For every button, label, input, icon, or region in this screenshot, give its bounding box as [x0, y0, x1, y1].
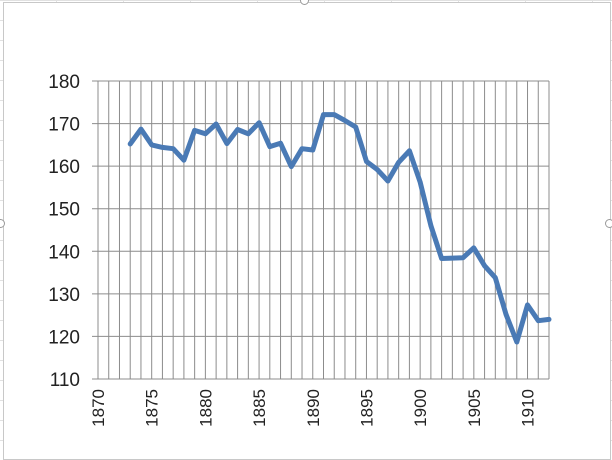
y-tick-label: 140 [48, 242, 80, 263]
y-axis-tick-labels: 110 120 130 140 150 160 170 180 [48, 72, 80, 391]
y-tick-label: 180 [48, 72, 80, 93]
x-tick-label: 1885 [250, 389, 269, 427]
line-chart: 110 120 130 140 150 160 170 180 1870 1875 1880 188… [48, 72, 552, 427]
resize-handle-top[interactable] [300, 0, 309, 5]
y-tick-label: 150 [48, 200, 80, 221]
y-tick-label: 160 [48, 157, 80, 178]
series-layer [127, 112, 552, 345]
y-tick-label: 130 [48, 285, 80, 306]
series-line [127, 112, 552, 345]
x-tick-label: 1905 [465, 389, 484, 427]
resize-handle-left[interactable] [0, 219, 5, 228]
y-tick-label: 170 [48, 115, 80, 136]
x-tick-label: 1900 [411, 389, 430, 427]
x-tick-label: 1870 [89, 389, 108, 427]
chart-area[interactable] [3, 2, 611, 460]
x-tick-label: 1875 [143, 389, 162, 427]
y-tick-label: 110 [50, 370, 80, 391]
y-tick-label: 120 [48, 327, 80, 348]
x-tick-label: 1890 [304, 389, 323, 427]
x-axis-tick-labels: 1870 1875 1880 1885 1890 1895 1900 1905 1910 [89, 389, 538, 427]
x-tick-label: 1910 [519, 389, 538, 427]
x-tick-label: 1880 [196, 389, 215, 427]
resize-handle-right[interactable] [605, 219, 612, 228]
vertical-gridlines [97, 81, 550, 379]
x-tick-label: 1895 [357, 389, 376, 427]
